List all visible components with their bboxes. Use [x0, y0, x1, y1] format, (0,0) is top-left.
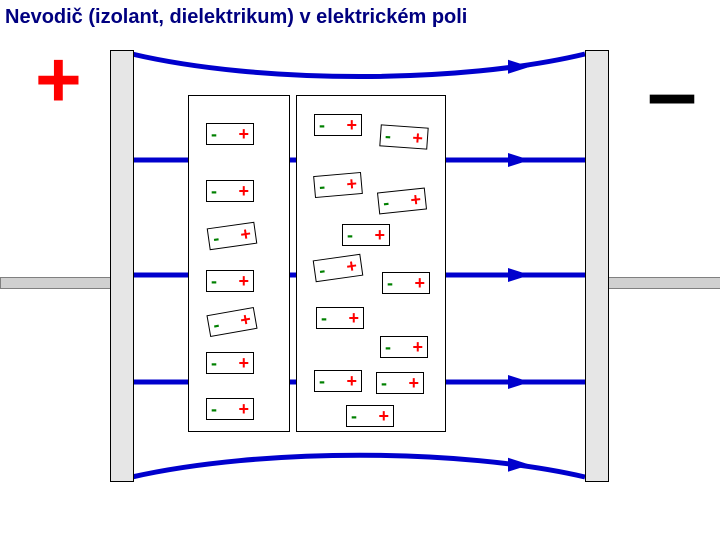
dipole-plus: +	[238, 271, 249, 292]
dipole: -+	[382, 272, 430, 294]
dipole-minus: -	[212, 227, 221, 249]
slab-1	[188, 95, 290, 432]
dipole-plus: +	[409, 189, 422, 211]
dipole: -+	[316, 307, 364, 329]
dipole-minus: -	[384, 125, 391, 146]
dipole: -+	[314, 370, 362, 392]
dipole-plus: +	[238, 124, 249, 145]
dipole-minus: -	[382, 192, 390, 214]
dipole-plus: +	[348, 308, 359, 329]
dipole-plus: +	[374, 225, 385, 246]
dipole-minus: -	[319, 115, 325, 136]
dipole-minus: -	[318, 259, 327, 281]
dipole-plus: +	[408, 373, 419, 394]
dipole: -+	[379, 124, 428, 149]
dipole-minus: -	[319, 371, 325, 392]
plus-terminal: +	[35, 40, 82, 120]
dipole-minus: -	[351, 406, 357, 427]
dipole-plus: +	[414, 273, 425, 294]
dipole-plus: +	[412, 337, 423, 358]
dipole-plus: +	[238, 181, 249, 202]
dipole: -+	[346, 405, 394, 427]
dipole-minus: -	[385, 337, 391, 358]
dipole-plus: +	[345, 255, 358, 277]
dipole-minus: -	[381, 373, 387, 394]
dipole-minus: -	[211, 181, 217, 202]
dipole: -+	[314, 114, 362, 136]
dipole-minus: -	[211, 353, 217, 374]
dipole-plus: +	[346, 371, 357, 392]
dipole-minus: -	[211, 271, 217, 292]
dipole-minus: -	[211, 124, 217, 145]
dipole-plus: +	[346, 173, 358, 195]
dipole: -+	[342, 224, 390, 246]
dipole: -+	[206, 270, 254, 292]
plate-right	[585, 50, 609, 482]
dipole-plus: +	[239, 308, 253, 331]
dipole: -+	[380, 336, 428, 358]
dipole: -+	[376, 372, 424, 394]
dipole-minus: -	[321, 308, 327, 329]
dipole-plus: +	[238, 399, 249, 420]
dipole-minus: -	[347, 225, 353, 246]
dipole-minus: -	[211, 314, 221, 336]
dipole: -+	[206, 180, 254, 202]
dipole-plus: +	[346, 115, 357, 136]
dipole: -+	[313, 172, 363, 198]
dipole-plus: +	[412, 127, 424, 149]
minus-terminal: –	[647, 48, 697, 138]
dipole-plus: +	[238, 353, 249, 374]
dipole: -+	[206, 123, 254, 145]
dipole-plus: +	[378, 406, 389, 427]
dipole-minus: -	[318, 176, 326, 197]
plate-left	[110, 50, 134, 482]
dipole-minus: -	[211, 399, 217, 420]
dipole-plus: +	[239, 223, 252, 245]
dipole: -+	[206, 352, 254, 374]
dipole: -+	[206, 398, 254, 420]
dipole-minus: -	[387, 273, 393, 294]
